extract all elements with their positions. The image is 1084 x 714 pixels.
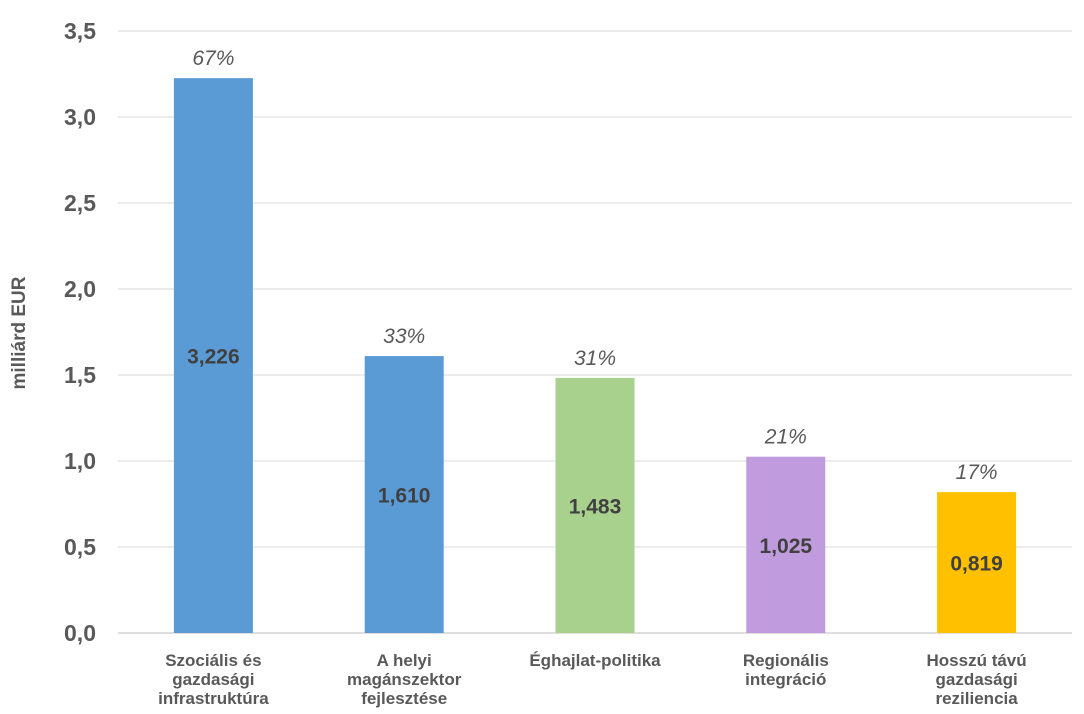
bar — [364, 356, 444, 633]
bar — [173, 78, 253, 634]
y-tick-label: 0,0 — [64, 620, 96, 646]
bars — [173, 78, 1017, 634]
y-tick-label: 2,0 — [64, 276, 96, 302]
y-tick-label: 1,5 — [64, 362, 96, 388]
y-axis-ticks: 0,0 0,5 1,0 1,5 2,0 2,5 3,0 3,5 — [64, 18, 96, 646]
bar-value-label: 1,483 — [569, 495, 622, 518]
bar — [555, 377, 635, 633]
y-tick-label: 3,5 — [64, 18, 96, 44]
bar-percent-label: 31% — [574, 347, 616, 370]
y-tick-label: 0,5 — [64, 534, 96, 560]
bar-value-label: 1,610 — [378, 485, 431, 508]
y-axis-title-text: milliárd EUR — [9, 276, 30, 390]
bar-value-label: 0,819 — [950, 553, 1003, 576]
x-category-label: Hosszú távú gazdasági reziliencia — [926, 651, 1027, 708]
x-category-label: A helyi magánszektor fejlesztése — [347, 651, 462, 708]
y-tick-label: 2,5 — [64, 190, 96, 216]
bar-percent-label: 17% — [956, 461, 998, 484]
bar-percent-label: 67% — [192, 47, 234, 70]
data-labels: 3,226 67% 1,610 33% 1,483 31% 1,025 21% 0,819 17% — [187, 47, 1003, 575]
bar-value-label: 1,025 — [760, 535, 813, 558]
bar — [937, 492, 1017, 633]
bar-value-label: 3,226 — [187, 346, 240, 369]
x-category-label: Szociális és gazdasági infrastruktúra — [158, 651, 269, 708]
bar-percent-label: 21% — [764, 426, 807, 449]
bar — [746, 456, 826, 633]
x-category-label: Regionális integráció — [742, 651, 829, 689]
x-category-label: Éghajlat-politika — [529, 651, 661, 670]
y-tick-label: 3,0 — [64, 104, 96, 130]
y-tick-label: 1,0 — [64, 448, 96, 474]
bar-percent-label: 33% — [383, 325, 425, 348]
